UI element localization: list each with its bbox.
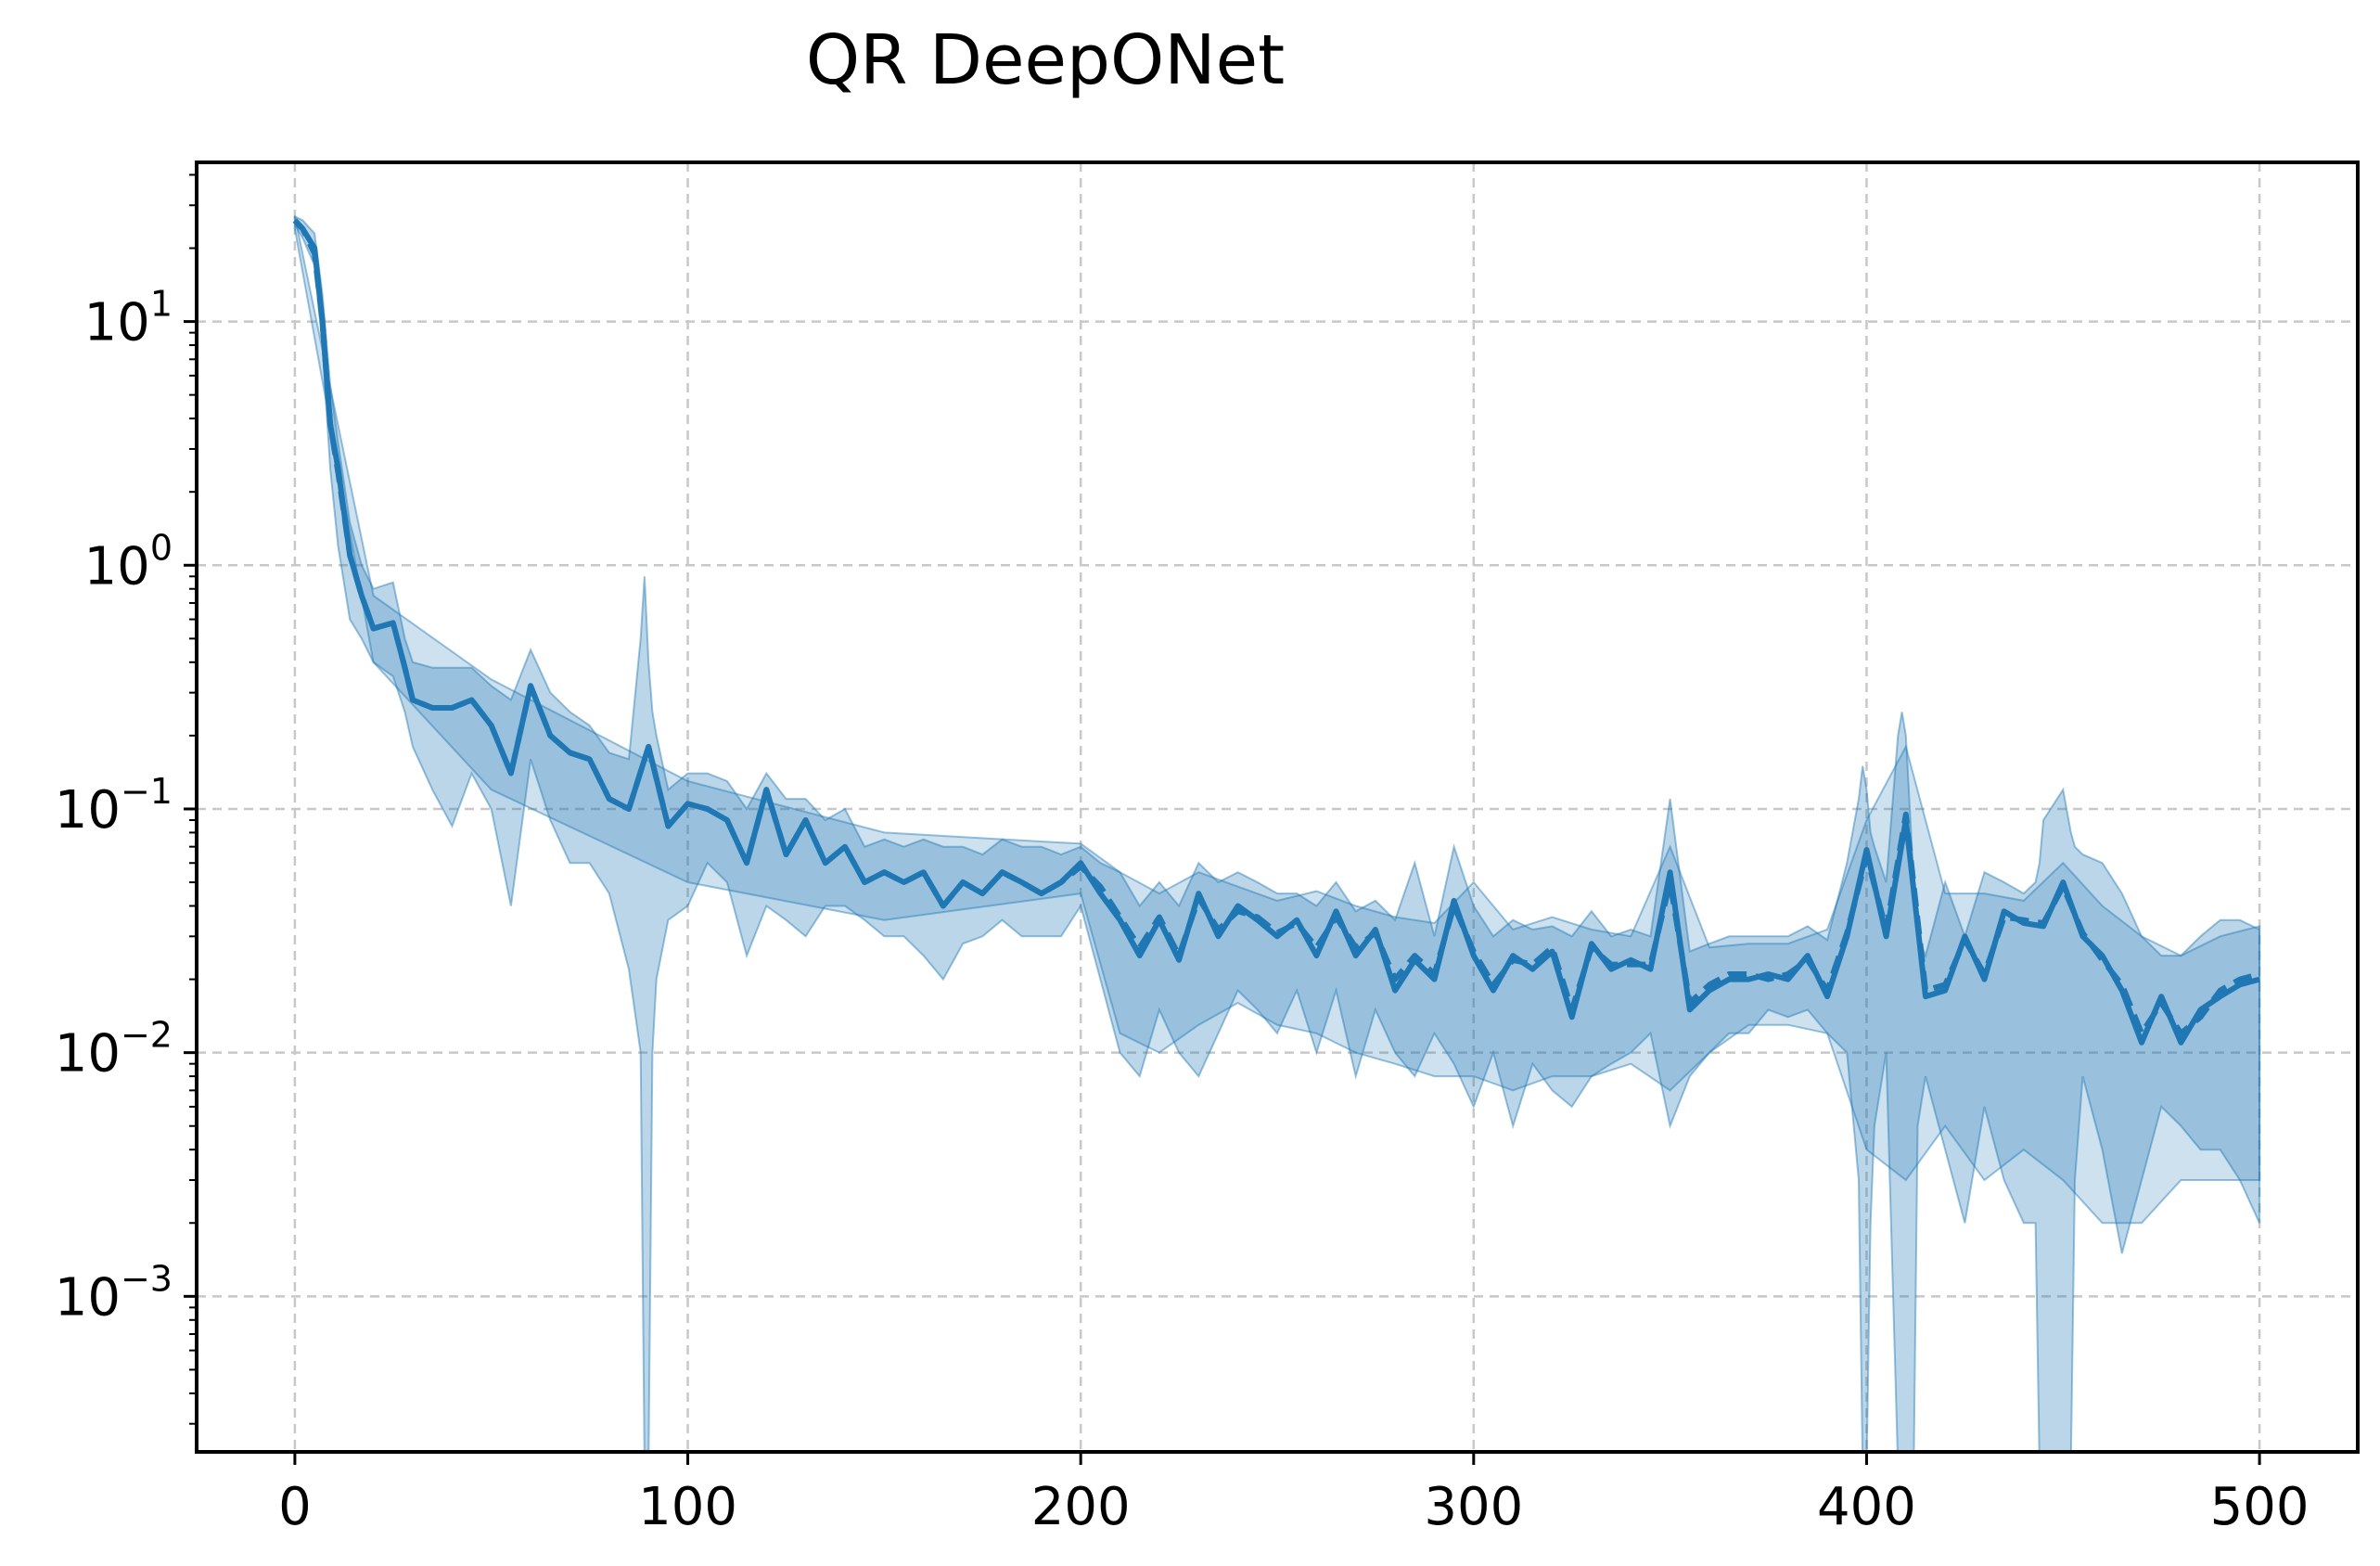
y-tick-label: 10−1 <box>55 771 173 841</box>
y-tick-label: 10−2 <box>55 1015 173 1085</box>
x-tick-label: 0 <box>278 1477 312 1537</box>
x-tick-label: 400 <box>1817 1477 1916 1537</box>
uncertainty-band <box>293 216 2261 1225</box>
x-tick-label: 300 <box>1424 1477 1523 1537</box>
series-lines <box>292 218 2260 1046</box>
dashed-series-line <box>292 218 2260 1036</box>
bands <box>293 214 2261 1452</box>
x-tick-label: 100 <box>638 1477 737 1537</box>
grid <box>197 162 2358 1452</box>
y-tick-label: 101 <box>84 284 173 353</box>
axis-ticks: 0 100 200 300 400 500 10−3 10−2 10−1 100 101 <box>55 173 2310 1537</box>
y-tick-label: 10−3 <box>55 1258 173 1328</box>
y-tick-label: 100 <box>84 527 173 597</box>
plot-frame <box>195 160 2360 1454</box>
x-tick-label: 500 <box>2210 1477 2310 1537</box>
x-tick-label: 200 <box>1031 1477 1131 1537</box>
uncertainty-band <box>293 214 2261 1452</box>
chart-title: QR DeepONet <box>806 20 1285 100</box>
